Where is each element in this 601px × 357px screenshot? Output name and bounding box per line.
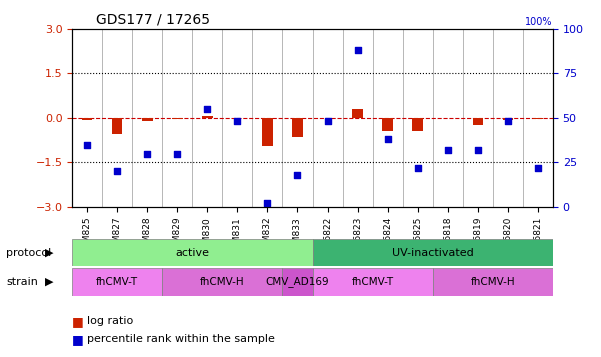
Bar bbox=[442, 118, 453, 119]
Bar bbox=[142, 118, 153, 121]
FancyBboxPatch shape bbox=[72, 268, 162, 296]
Bar bbox=[382, 118, 393, 131]
Bar bbox=[82, 118, 93, 120]
Point bbox=[473, 147, 483, 153]
Text: percentile rank within the sample: percentile rank within the sample bbox=[87, 334, 275, 344]
Bar bbox=[202, 116, 213, 118]
Bar bbox=[292, 118, 303, 137]
Point bbox=[413, 165, 423, 171]
Text: ▶: ▶ bbox=[45, 247, 53, 258]
Text: strain: strain bbox=[6, 277, 38, 287]
Point bbox=[293, 172, 302, 178]
Bar bbox=[172, 118, 183, 119]
Point bbox=[112, 169, 122, 174]
Point bbox=[233, 119, 242, 124]
Point bbox=[142, 151, 152, 156]
FancyBboxPatch shape bbox=[313, 239, 553, 266]
Point bbox=[503, 119, 513, 124]
Text: ■: ■ bbox=[72, 333, 84, 346]
Point bbox=[82, 142, 92, 147]
Point bbox=[533, 165, 543, 171]
Point bbox=[263, 201, 272, 206]
Bar bbox=[232, 118, 243, 119]
Text: GDS177 / 17265: GDS177 / 17265 bbox=[96, 12, 210, 26]
Text: log ratio: log ratio bbox=[87, 316, 133, 326]
Point bbox=[353, 47, 362, 53]
Point bbox=[443, 147, 453, 153]
Point bbox=[383, 136, 392, 142]
FancyBboxPatch shape bbox=[282, 268, 313, 296]
Text: CMV_AD169: CMV_AD169 bbox=[266, 277, 329, 287]
Bar bbox=[262, 118, 273, 146]
Text: fhCMV-T: fhCMV-T bbox=[96, 277, 138, 287]
Text: ▶: ▶ bbox=[45, 277, 53, 287]
Text: fhCMV-H: fhCMV-H bbox=[200, 277, 245, 287]
FancyBboxPatch shape bbox=[433, 268, 553, 296]
Text: protocol: protocol bbox=[6, 247, 51, 258]
Bar bbox=[472, 118, 483, 125]
Bar bbox=[502, 118, 513, 120]
Text: ■: ■ bbox=[72, 315, 84, 328]
FancyBboxPatch shape bbox=[72, 239, 313, 266]
Bar bbox=[112, 118, 123, 134]
Bar bbox=[412, 118, 423, 131]
Text: fhCMV-H: fhCMV-H bbox=[471, 277, 515, 287]
Point bbox=[323, 119, 332, 124]
Text: UV-inactivated: UV-inactivated bbox=[392, 247, 474, 258]
FancyBboxPatch shape bbox=[162, 268, 282, 296]
Bar bbox=[352, 109, 363, 118]
Bar bbox=[532, 118, 543, 119]
Text: active: active bbox=[175, 247, 209, 258]
Text: 100%: 100% bbox=[525, 17, 553, 27]
Point bbox=[203, 106, 212, 112]
Point bbox=[172, 151, 182, 156]
Bar bbox=[322, 118, 333, 119]
FancyBboxPatch shape bbox=[313, 268, 433, 296]
Text: fhCMV-T: fhCMV-T bbox=[352, 277, 394, 287]
